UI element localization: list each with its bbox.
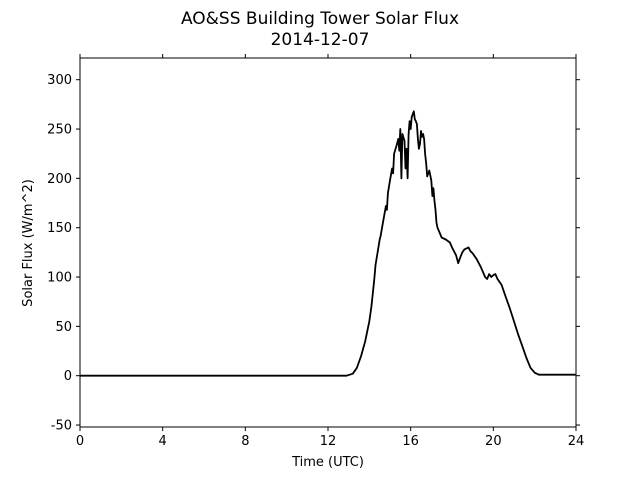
x-tick-label: 8 [241,434,249,449]
y-tick-label: 150 [47,221,72,236]
plot-frame [79,57,577,428]
chart-title: AO&SS Building Tower Solar Flux [181,9,459,29]
axis-ticks: 0 4 8 12 16 20 24 -50 0 50 100 150 200 250 300 [47,54,584,449]
y-tick-label: 0 [64,369,72,384]
chart-subtitle: 2014-12-07 [271,30,370,50]
y-tick-label: 300 [47,73,72,88]
y-tick-label: 200 [47,172,72,187]
x-tick-label: 24 [568,434,585,449]
x-axis-label: Time (UTC) [291,455,364,470]
y-tick-label: 250 [47,123,72,138]
x-tick-label: 0 [76,434,84,449]
x-tick-label: 4 [159,434,167,449]
y-axis-label: Solar Flux (W/m^2) [21,179,36,307]
y-tick-label: 50 [55,320,72,335]
y-tick-label: -50 [51,419,72,434]
x-tick-label: 20 [485,434,502,449]
plot-area [80,110,576,377]
x-tick-label: 16 [402,434,419,449]
solar-flux-series-line [80,110,576,377]
x-tick-label: 12 [320,434,337,449]
y-tick-label: 100 [47,271,72,286]
